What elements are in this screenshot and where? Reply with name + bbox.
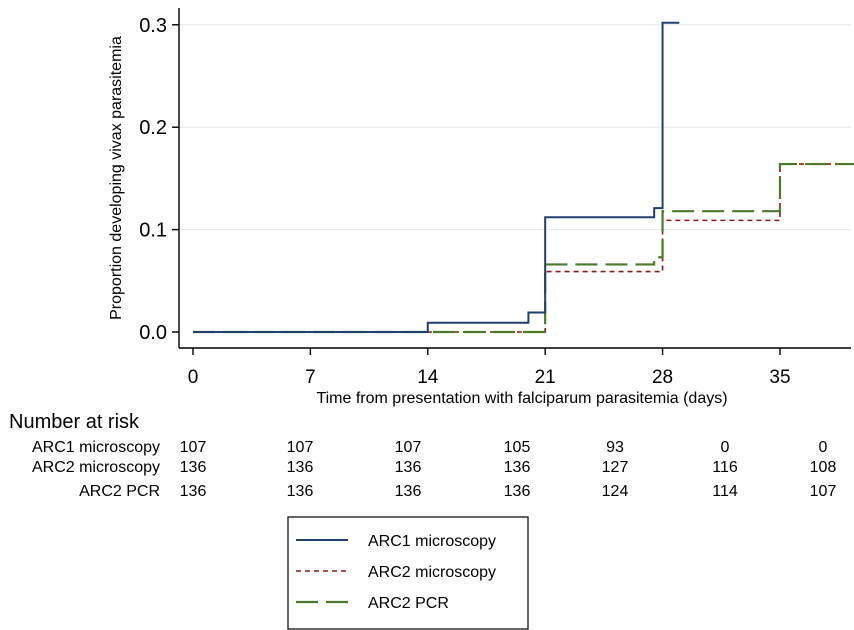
y-tick-label: 0.1: [139, 220, 167, 242]
risk-row-label: ARC2 microscopy: [32, 459, 160, 476]
risk-cell: 136: [180, 483, 207, 500]
series-line-arc2-microscopy: [193, 163, 854, 333]
risk-cell: 124: [602, 483, 629, 500]
risk-cell: 105: [504, 439, 531, 456]
series-line-arc1-microscopy: [193, 21, 680, 333]
risk-cell: 136: [180, 459, 207, 476]
x-tick-label: 28: [652, 367, 673, 388]
x-tick-label: 7: [305, 367, 316, 388]
legend-box: [287, 516, 529, 630]
y-tick-label: 0.3: [139, 15, 167, 37]
risk-cell: 136: [504, 483, 531, 500]
legend: ARC1 microscopy ARC2 microscopy ARC2 PCR: [287, 516, 529, 630]
risk-cell: 116: [712, 459, 738, 476]
legend-label: ARC2 PCR: [368, 595, 449, 612]
series-line-arc2-pcr: [193, 162, 854, 334]
x-tick-label: 0: [188, 367, 199, 388]
risk-cell: 107: [395, 439, 422, 456]
risk-row-label: ARC2 PCR: [79, 483, 160, 500]
risk-cell: 107: [810, 483, 837, 500]
risk-cell: 107: [287, 439, 314, 456]
risk-cell: 136: [287, 459, 314, 476]
y-tick-label: 0.2: [139, 117, 167, 139]
risk-cell: 127: [602, 459, 629, 476]
risk-cell: 107: [180, 439, 207, 456]
y-axis-title: Proportion developing vivax parasitemia: [108, 36, 125, 320]
risk-row-label: ARC1 microscopy: [32, 439, 160, 456]
risk-cell: 93: [606, 439, 624, 456]
risk-cell: 136: [287, 483, 314, 500]
risk-cell: 136: [395, 483, 422, 500]
x-tick-label: 14: [417, 367, 439, 388]
x-tick-label: 35: [769, 367, 790, 388]
risk-cell: 114: [712, 483, 738, 500]
legend-label: ARC1 microscopy: [368, 533, 496, 550]
risk-cell: 0: [721, 439, 730, 456]
risk-cell: 136: [395, 459, 422, 476]
risk-cell: 108: [810, 459, 837, 476]
risk-table-heading: Number at risk: [9, 411, 140, 433]
plot-area: 0.00.10.20.3071421283542Time from presen…: [108, 8, 854, 407]
risk-table: Number at risk ARC1 microscopy 107 107 107 10…: [9, 411, 836, 500]
risk-cell: 136: [504, 459, 531, 476]
x-axis-title: Time from presentation with falciparum p…: [316, 390, 727, 407]
y-tick-label: 0.0: [139, 322, 167, 344]
risk-cell: 0: [819, 439, 828, 456]
legend-label: ARC2 microscopy: [368, 564, 496, 581]
x-tick-label: 21: [535, 367, 556, 388]
